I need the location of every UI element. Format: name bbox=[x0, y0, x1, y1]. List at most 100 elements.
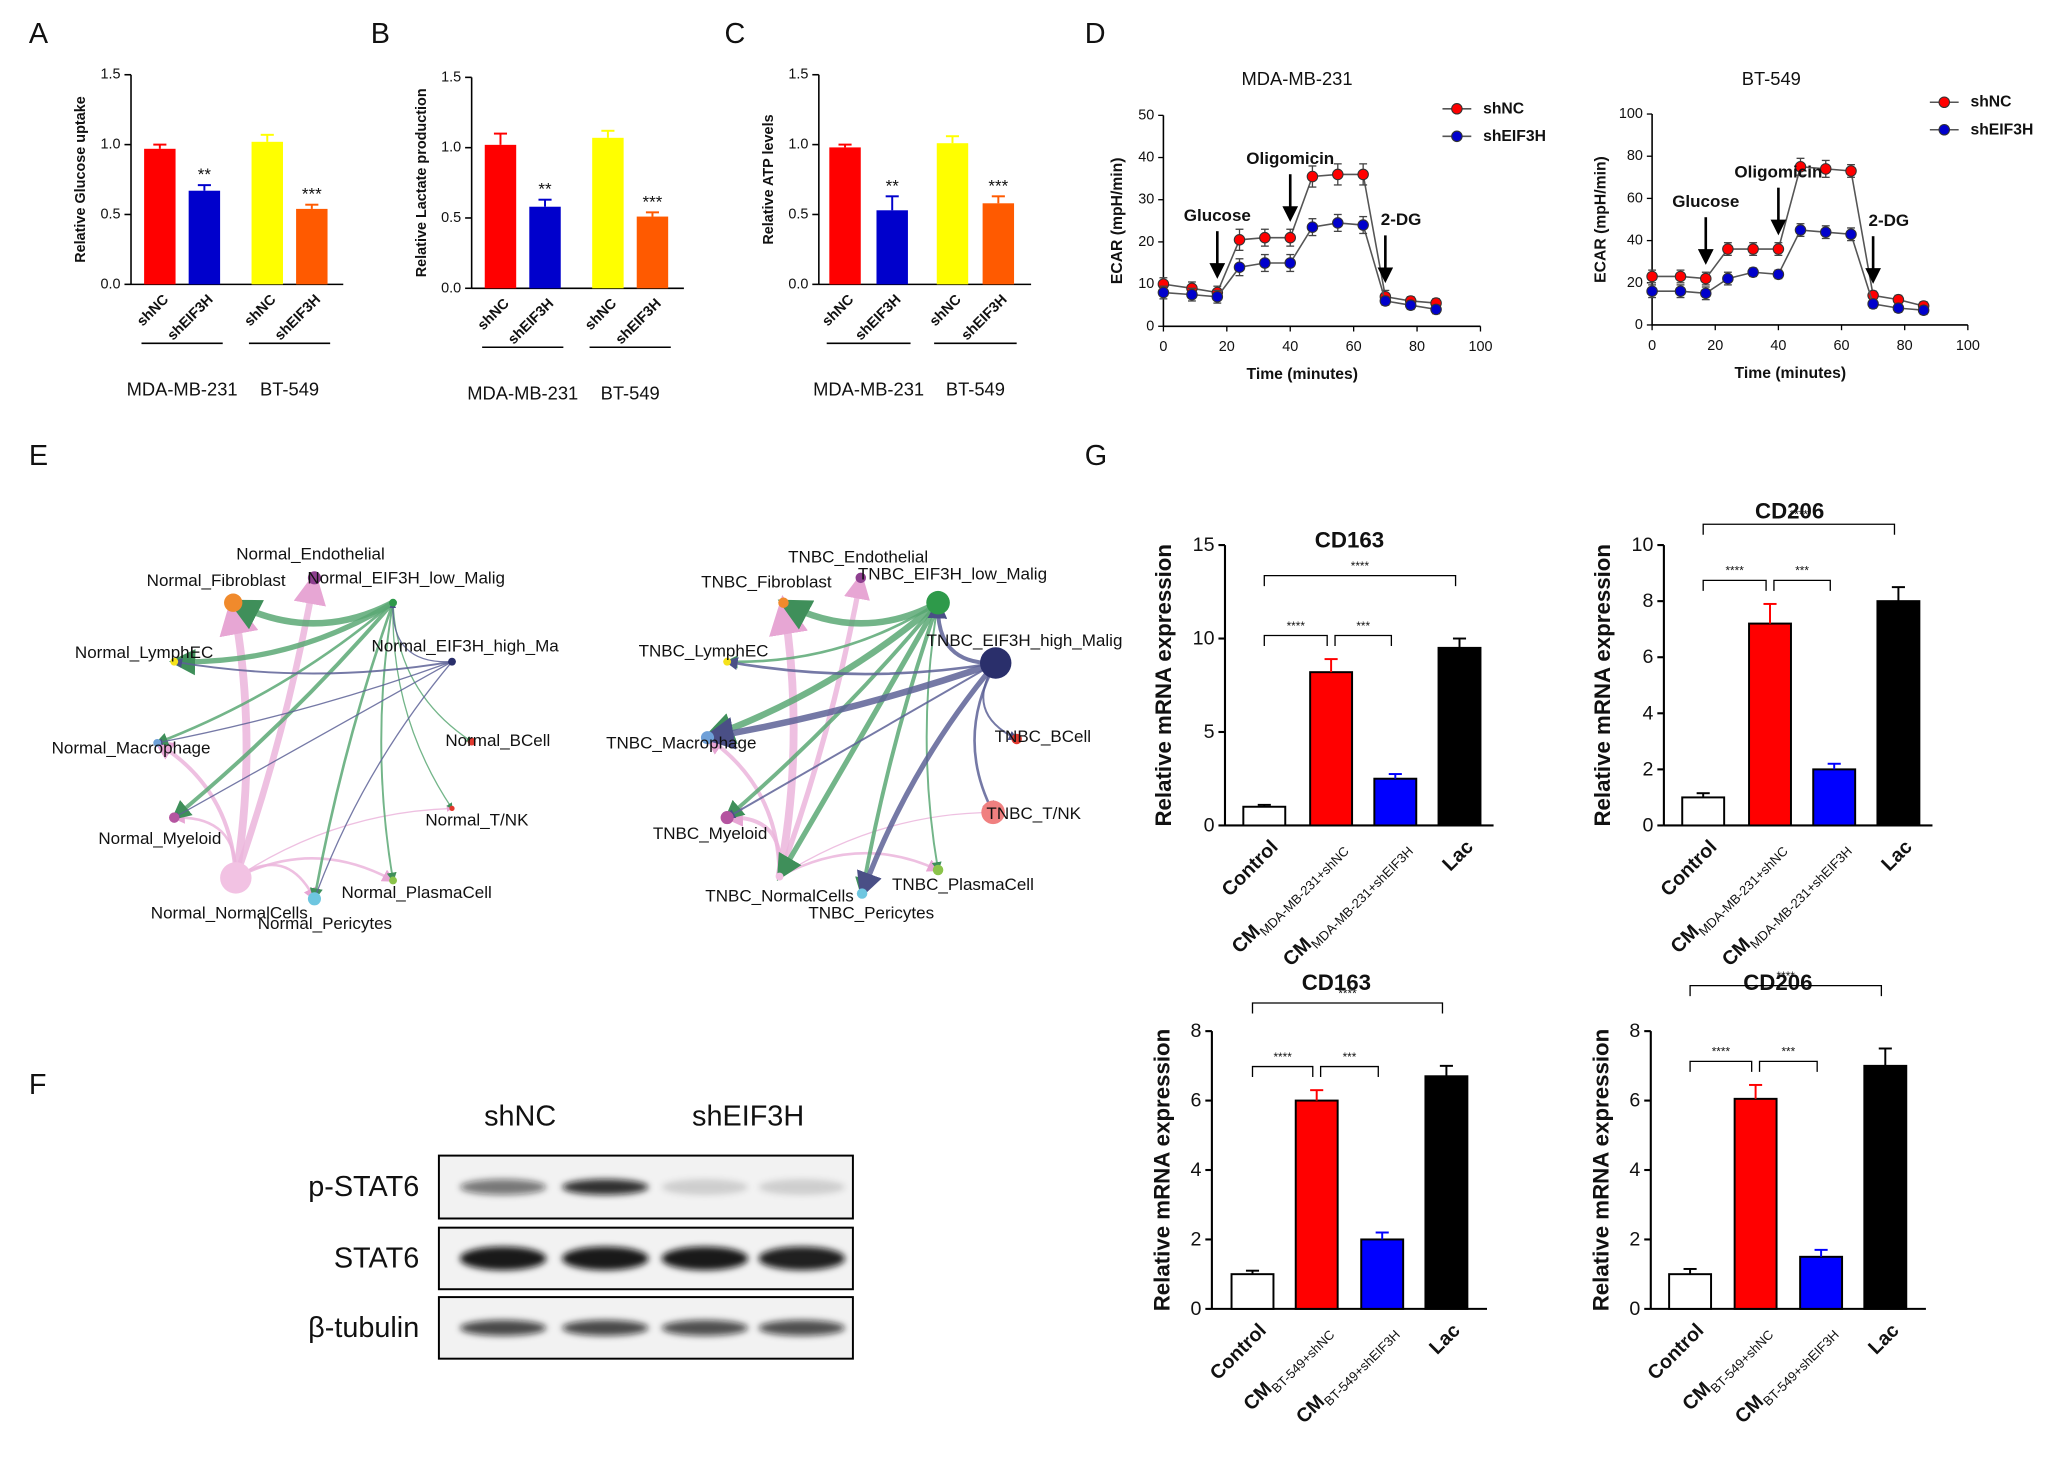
network-node bbox=[979, 647, 1012, 679]
annotation-label: Oligomicin bbox=[1734, 162, 1822, 181]
bar bbox=[251, 141, 283, 285]
node-label: TNBC_EIF3H_high_Malig bbox=[927, 631, 1123, 650]
data-point bbox=[1747, 243, 1759, 255]
network-node bbox=[307, 892, 321, 906]
significance-label: *** bbox=[988, 176, 1008, 195]
bar bbox=[1437, 646, 1482, 827]
significance-label: **** bbox=[1725, 565, 1744, 578]
significance-label: *** bbox=[1356, 620, 1370, 633]
legend-marker bbox=[1451, 103, 1463, 115]
x-tick-label: shNC bbox=[242, 291, 280, 329]
network-edge bbox=[724, 657, 996, 676]
significance-label: *** bbox=[1343, 1051, 1357, 1064]
x-tick-label: Lac bbox=[1877, 836, 1917, 876]
x-tick-label: shNC bbox=[582, 295, 620, 333]
x-tick-label: Control bbox=[1643, 1319, 1708, 1384]
x-tick-label: Control bbox=[1206, 1319, 1271, 1384]
x-tick-label: 80 bbox=[1409, 339, 1425, 355]
blot-band bbox=[459, 1320, 547, 1336]
data-point bbox=[1284, 257, 1296, 269]
y-tick-label: 40 bbox=[1138, 150, 1154, 166]
node-label: TNBC_T/NK bbox=[986, 804, 1081, 823]
y-tick-label: 0.0 bbox=[788, 276, 808, 292]
node-label: Normal_PlasmaCell bbox=[341, 883, 491, 902]
network-node bbox=[1011, 733, 1022, 745]
data-point bbox=[1819, 163, 1832, 175]
network-node bbox=[778, 597, 789, 608]
node-label: Normal_Pericytes bbox=[258, 914, 392, 933]
y-tick-label: 0.5 bbox=[788, 206, 808, 222]
y-tick-label: 1.5 bbox=[101, 67, 121, 83]
network-edge bbox=[769, 594, 808, 878]
x-tick-label: CMBT-549+shEIF3H bbox=[1292, 1319, 1403, 1430]
series-line bbox=[1163, 173, 1437, 304]
category-name: shEIF3H bbox=[852, 292, 904, 344]
data-point bbox=[1306, 221, 1319, 233]
y-tick-label: 30 bbox=[1138, 192, 1154, 208]
group-label: BT-549 bbox=[601, 383, 660, 404]
category-name: Control bbox=[1657, 836, 1722, 901]
annotation-label: Glucose bbox=[1672, 192, 1739, 211]
significance-label: **** bbox=[1338, 987, 1357, 1000]
y-tick-label: 2 bbox=[1629, 1228, 1640, 1250]
data-point bbox=[1646, 270, 1658, 283]
data-point bbox=[1357, 168, 1369, 181]
significance-bracket bbox=[1263, 634, 1328, 646]
category-name: shEIF3H bbox=[613, 296, 665, 348]
legend-label: shEIF3H bbox=[1483, 128, 1546, 145]
network-node bbox=[170, 657, 179, 666]
x-tick-label: Lac bbox=[1438, 836, 1478, 876]
blot-band bbox=[661, 1179, 749, 1195]
series-line bbox=[1163, 222, 1437, 311]
annotation-label: Oligomicin bbox=[1246, 149, 1334, 168]
data-point bbox=[1186, 288, 1198, 301]
significance-label: *** bbox=[1781, 1046, 1795, 1059]
significance-label: *** bbox=[1795, 565, 1809, 578]
bar bbox=[529, 206, 561, 289]
data-point bbox=[1306, 170, 1319, 183]
significance-label: **** bbox=[1790, 509, 1809, 522]
chart-title: CD163 bbox=[1315, 527, 1384, 552]
data-point bbox=[1674, 285, 1687, 297]
blot-band bbox=[661, 1246, 749, 1271]
blot-band bbox=[758, 1179, 846, 1195]
y-tick-label: 2 bbox=[1642, 758, 1653, 780]
x-tick-label: Control bbox=[1218, 836, 1283, 901]
row-label: p-STAT6 bbox=[308, 1171, 419, 1203]
x-tick-label: 20 bbox=[1707, 338, 1723, 354]
network-edge bbox=[389, 601, 453, 663]
bar bbox=[188, 190, 221, 285]
legend-marker bbox=[1938, 123, 1951, 136]
data-point bbox=[1794, 161, 1807, 173]
x-tick-label: 60 bbox=[1834, 338, 1850, 354]
bar-chart: CD206 0 2 4 6 8 Relative mRNA expression Contro… bbox=[1588, 970, 1926, 1428]
bar bbox=[1309, 671, 1354, 827]
y-tick-label: 0 bbox=[1204, 814, 1215, 836]
y-tick-label: 4 bbox=[1642, 702, 1653, 724]
bar bbox=[1863, 1064, 1908, 1310]
y-tick-label: 4 bbox=[1629, 1159, 1640, 1181]
node-label: TNBC_Fibroblast bbox=[701, 572, 832, 591]
line-chart: D MDA-MB-231 0 10 20 30 40 50 0 20 40 60 80 100 Time (… bbox=[1085, 18, 1546, 383]
x-tick-label: 40 bbox=[1770, 338, 1786, 354]
x-tick-label: CMMDA-MB-231+shNC bbox=[1228, 836, 1352, 960]
category-name: shNC bbox=[927, 291, 965, 329]
legend-label: shNC bbox=[1483, 100, 1524, 117]
node-label: TNBC_NormalCells bbox=[705, 887, 853, 906]
network-node bbox=[855, 572, 867, 584]
data-point bbox=[1772, 243, 1785, 255]
bar bbox=[1230, 1273, 1275, 1310]
network-edge bbox=[724, 601, 939, 669]
significance-bracket bbox=[1758, 1060, 1818, 1072]
y-tick-label: 1.0 bbox=[788, 137, 808, 153]
network-node bbox=[448, 657, 456, 666]
y-tick-label: 0.0 bbox=[101, 276, 121, 292]
network-node bbox=[389, 876, 397, 885]
chart-title: CD206 bbox=[1743, 970, 1812, 995]
group-label: BT-549 bbox=[260, 379, 319, 400]
data-point bbox=[1700, 272, 1712, 285]
network-node bbox=[720, 811, 734, 825]
group-label: BT-549 bbox=[946, 379, 1005, 400]
network-edge bbox=[776, 601, 941, 882]
